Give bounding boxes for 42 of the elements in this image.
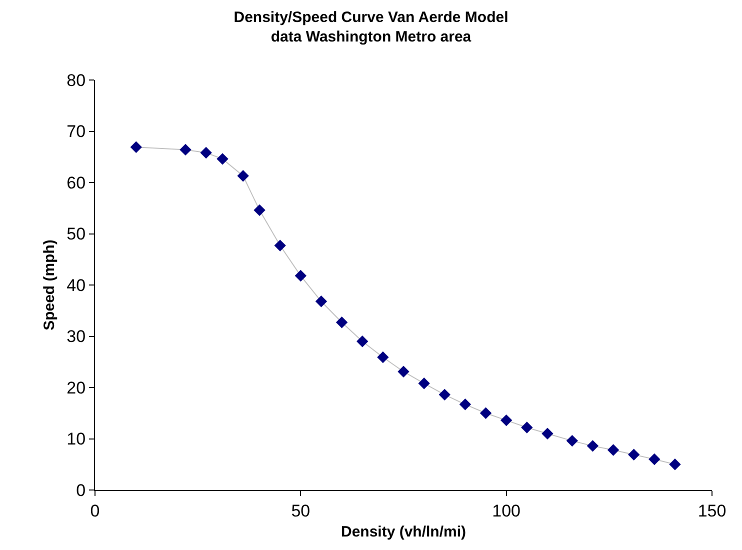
point (274, 240, 286, 252)
point (336, 316, 348, 328)
y-axis-title: Speed (mph) (40, 240, 58, 330)
point (315, 296, 328, 308)
point (586, 440, 599, 452)
point (294, 270, 307, 282)
point (542, 428, 554, 440)
point (438, 388, 450, 401)
point (628, 448, 640, 460)
point (216, 153, 228, 165)
chart-title: Density/Speed Curve Van Aerde Model data Washington Metro area (234, 9, 508, 46)
point (500, 414, 512, 426)
point (180, 144, 192, 156)
point (418, 378, 430, 390)
point (480, 407, 492, 419)
x-axis-title: Density (vh/ln/mi) (340, 523, 466, 540)
point (237, 170, 249, 182)
point (398, 366, 410, 378)
point (200, 146, 212, 159)
x-tick-label: 100 (492, 501, 521, 520)
point (648, 453, 660, 466)
point (607, 444, 620, 456)
y-tick-label: 30 (66, 327, 86, 346)
y-tick-label: 50 (66, 224, 86, 244)
point (459, 398, 472, 410)
x-tick-label: 0 (90, 501, 100, 520)
y-tick-label: 80 (66, 70, 86, 90)
point (254, 204, 266, 216)
point (130, 141, 142, 153)
x-tick-label: 50 (291, 501, 310, 520)
point (669, 458, 681, 470)
y-tick-label: 0 (76, 480, 86, 500)
x-tick-label: 150 (698, 501, 726, 520)
y-tick-label: 20 (66, 378, 86, 398)
y-tick-label: 70 (66, 122, 86, 142)
y-tick-label: 10 (66, 430, 86, 449)
point (566, 434, 578, 447)
y-tick-label: 40 (66, 276, 86, 295)
y-tick-label: 60 (66, 173, 86, 192)
point (356, 336, 368, 348)
point (521, 422, 533, 434)
point (377, 351, 389, 364)
